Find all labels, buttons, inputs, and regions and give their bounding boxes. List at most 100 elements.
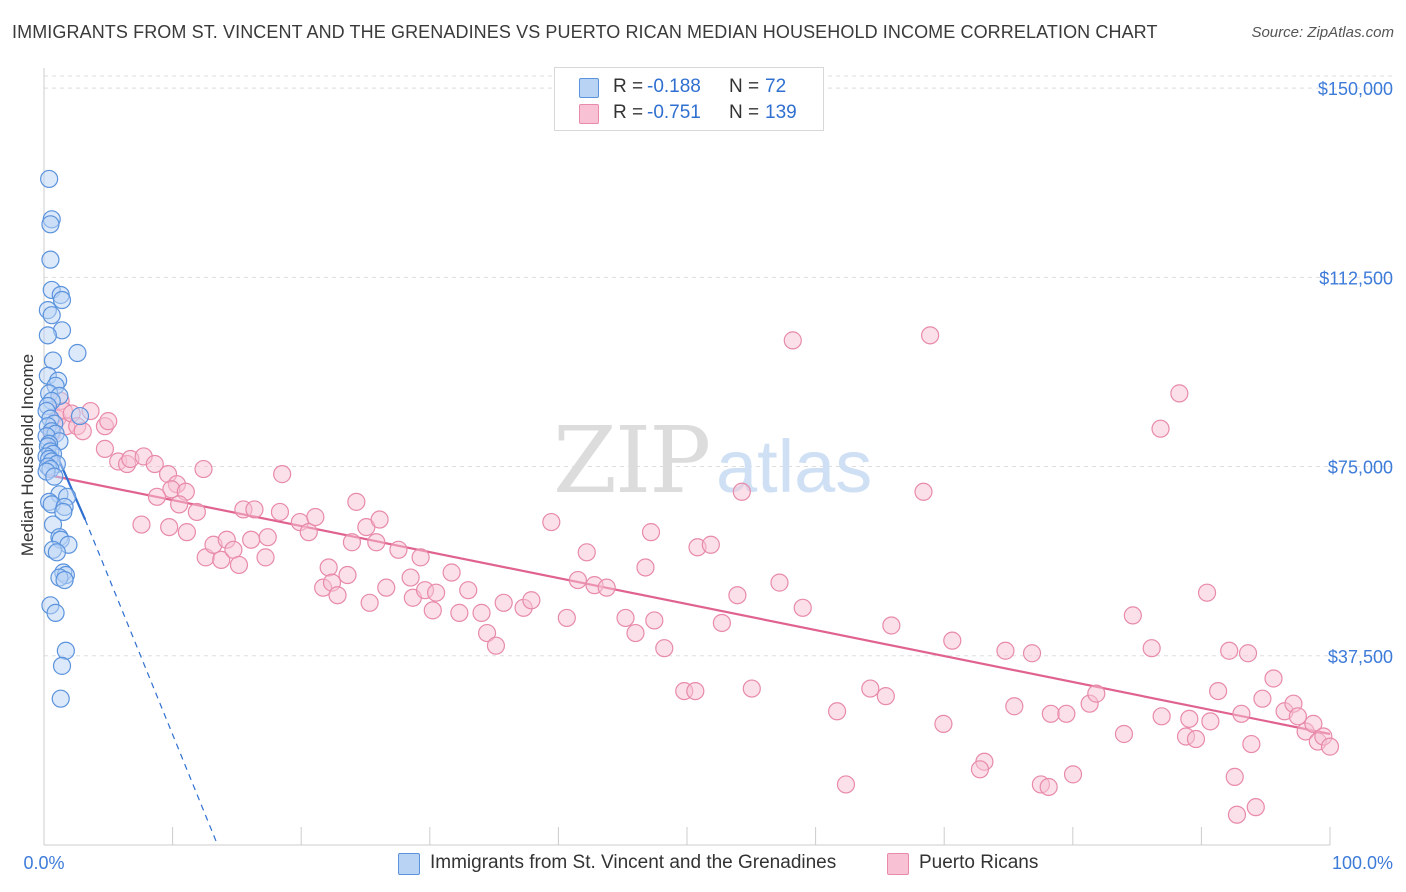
data-point-puerto-ricans <box>401 568 420 587</box>
data-point-immigrants <box>68 343 87 363</box>
data-point-immigrants <box>42 306 61 325</box>
data-point-puerto-ricans <box>245 500 264 519</box>
data-point-puerto-ricans <box>1220 641 1239 660</box>
data-point-puerto-ricans <box>1288 707 1307 726</box>
data-point-puerto-ricans <box>494 593 513 612</box>
data-point-puerto-ricans <box>270 502 290 522</box>
data-point-puerto-ricans <box>542 512 561 532</box>
legend-label-immigrants: Immigrants from St. Vincent and the Gren… <box>430 852 837 873</box>
data-point-puerto-ricans <box>970 760 990 779</box>
data-point-puerto-ricans <box>712 613 731 633</box>
data-point-puerto-ricans <box>147 487 167 506</box>
data-point-puerto-ricans <box>861 679 880 698</box>
data-point-puerto-ricans <box>1232 704 1251 723</box>
data-point-puerto-ricans <box>1063 765 1083 784</box>
data-point-puerto-ricans <box>423 601 442 620</box>
data-point-immigrants <box>52 656 72 675</box>
data-point-puerto-ricans <box>328 586 347 605</box>
data-point-puerto-ricans <box>177 523 196 542</box>
data-point-puerto-ricans <box>770 573 789 592</box>
legend-label-puerto-ricans: Puerto Ricans <box>919 852 1039 873</box>
series-swatch-puerto-ricans <box>579 104 599 124</box>
data-point-immigrants <box>43 351 63 370</box>
r-label: R = <box>613 76 644 97</box>
data-point-puerto-ricans <box>242 530 261 549</box>
n-label: N = <box>729 76 760 97</box>
data-point-puerto-ricans <box>1152 707 1171 726</box>
legend-swatch-immigrants <box>398 853 420 875</box>
y-tick-label: $75,000 <box>1328 458 1393 478</box>
data-point-puerto-ricans <box>655 639 674 658</box>
data-point-puerto-ricans <box>732 482 751 501</box>
data-point-puerto-ricans <box>1186 729 1206 749</box>
data-point-puerto-ricans <box>943 631 962 650</box>
data-point-puerto-ricans <box>411 548 430 567</box>
data-point-puerto-ricans <box>477 623 497 643</box>
data-point-puerto-ricans <box>472 603 491 622</box>
data-point-puerto-ricans <box>1253 689 1272 708</box>
data-point-puerto-ricans <box>229 555 249 575</box>
data-point-puerto-ricans <box>1246 798 1265 817</box>
data-point-immigrants <box>38 326 57 345</box>
n-label: N = <box>729 102 760 123</box>
data-point-puerto-ricans <box>836 775 856 794</box>
data-point-puerto-ricans <box>1201 712 1220 731</box>
data-point-puerto-ricans <box>1197 583 1217 602</box>
data-point-immigrants <box>41 250 60 269</box>
data-point-puerto-ricans <box>132 515 151 534</box>
data-point-puerto-ricans <box>876 687 895 706</box>
data-point-puerto-ricans <box>367 533 386 552</box>
data-point-puerto-ricans <box>1123 606 1142 625</box>
data-point-puerto-ricans <box>160 517 179 537</box>
data-point-puerto-ricans <box>442 563 461 582</box>
data-point-puerto-ricans <box>1180 709 1199 728</box>
data-point-puerto-ricans <box>616 608 635 628</box>
data-point-puerto-ricans <box>934 714 953 733</box>
data-point-puerto-ricans <box>145 454 164 474</box>
data-point-immigrants <box>41 215 60 234</box>
data-point-puerto-ricans <box>338 565 357 585</box>
data-point-immigrants <box>40 169 59 189</box>
data-point-puerto-ricans <box>427 583 446 602</box>
data-point-puerto-ricans <box>1005 697 1024 716</box>
y-axis-label: Median Household Income <box>18 354 37 556</box>
data-point-immigrants <box>47 543 66 562</box>
data-point-puerto-ricans <box>568 570 587 590</box>
data-point-puerto-ricans <box>319 558 338 577</box>
x-tick-label: 0.0% <box>23 853 64 873</box>
data-point-puerto-ricans <box>577 543 596 562</box>
data-point-puerto-ricans <box>914 482 933 501</box>
data-point-puerto-ricans <box>1227 805 1247 824</box>
data-point-puerto-ricans <box>1057 704 1076 723</box>
r-value: -0.188 <box>647 76 701 97</box>
data-point-puerto-ricans <box>701 535 720 554</box>
data-point-puerto-ricans <box>1022 644 1042 663</box>
data-point-immigrants <box>56 641 75 660</box>
data-point-immigrants <box>45 467 64 486</box>
data-point-puerto-ricans <box>996 641 1015 660</box>
watermark-layer: ZIP atlas <box>553 407 872 514</box>
data-point-puerto-ricans <box>1170 384 1189 403</box>
data-point-puerto-ricans <box>636 558 655 577</box>
data-point-puerto-ricans <box>306 507 325 527</box>
data-point-puerto-ricans <box>170 495 189 514</box>
data-point-puerto-ricans <box>187 502 206 522</box>
watermark-text: ZIP <box>553 407 709 514</box>
data-point-puerto-ricans <box>342 533 362 552</box>
data-point-puerto-ricans <box>626 623 645 643</box>
data-point-puerto-ricans <box>1242 734 1261 754</box>
data-point-puerto-ricans <box>1142 639 1161 658</box>
source-label: Source: ZipAtlas.com <box>1251 24 1394 41</box>
data-point-puerto-ricans <box>557 608 576 628</box>
data-point-puerto-ricans <box>459 581 478 600</box>
r-value: -0.751 <box>647 102 701 123</box>
data-point-puerto-ricans <box>1225 767 1244 786</box>
data-point-puerto-ricans <box>360 593 379 612</box>
data-point-immigrants <box>70 406 90 426</box>
data-point-puerto-ricans <box>793 598 812 617</box>
data-point-immigrants <box>46 603 65 622</box>
legend-swatch-puerto-ricans <box>887 853 909 875</box>
data-point-puerto-ricans <box>73 422 92 441</box>
data-point-puerto-ricans <box>258 528 277 547</box>
